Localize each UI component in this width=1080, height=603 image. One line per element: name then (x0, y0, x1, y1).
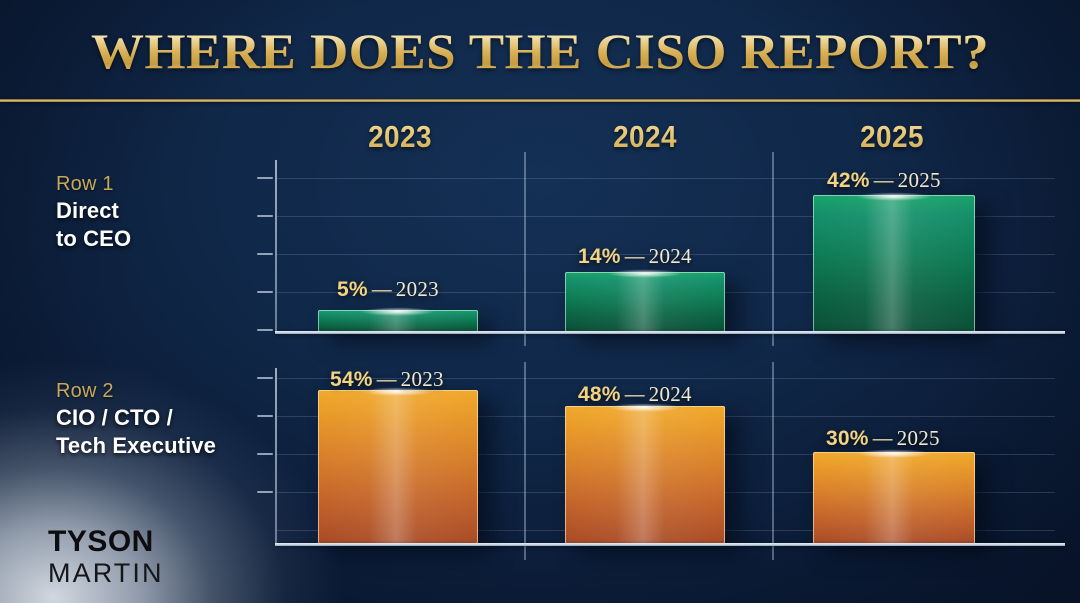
bar-rim (565, 272, 725, 332)
callout-dash: — (872, 428, 893, 450)
callout-dash: — (376, 369, 397, 391)
callout-row2-2023: 54% —2023 (330, 367, 444, 391)
y-axis-line-row2 (275, 368, 277, 544)
bar-row2-2024[interactable] (565, 406, 725, 544)
callout-year: 2025 (896, 426, 940, 450)
gridline (277, 254, 1055, 255)
row1-line2: to CEO (56, 226, 132, 252)
bar-sheen (565, 406, 725, 544)
y-axis-tick (257, 453, 273, 455)
callout-row1-2025: 42% —2025 (827, 168, 941, 192)
y-axis-tick (257, 177, 273, 179)
brand-logo: TYSON MARTIN (48, 525, 164, 588)
bar-sheen (813, 195, 975, 332)
callout-row1-2024: 14% —2024 (578, 244, 692, 268)
column-separator (772, 152, 774, 346)
callout-dash: — (624, 246, 645, 268)
callout-value: 14% (578, 245, 621, 268)
bar-row1-2025[interactable] (813, 195, 975, 332)
callout-value: 48% (578, 383, 621, 406)
bar-row2-2023[interactable] (318, 390, 478, 544)
bar-rim (565, 406, 725, 544)
row2-kicker: Row 2 (56, 380, 114, 402)
callout-row1-2023: 5% —2023 (337, 277, 439, 301)
gridline (277, 378, 1055, 379)
column-header-2024: 2024 (591, 119, 699, 155)
bar-rim (318, 390, 478, 544)
bar-rim (813, 452, 975, 544)
bar-row2-2025[interactable] (813, 452, 975, 544)
callout-year: 2024 (648, 382, 692, 406)
callout-year: 2023 (395, 277, 439, 301)
row1-line1: Direct (56, 198, 119, 223)
row2-line2: Tech Executive (56, 433, 216, 459)
y-axis-tick (257, 253, 273, 255)
column-separator (524, 362, 526, 560)
y-axis-tick (257, 491, 273, 493)
y-axis-tick (257, 377, 273, 379)
callout-row2-2024: 48% —2024 (578, 382, 692, 406)
bar-rim (318, 310, 478, 332)
logo-text-tyson: TYSON (48, 525, 154, 558)
row1-kicker: Row 1 (56, 173, 114, 195)
callout-row2-2025: 30% —2025 (826, 426, 940, 450)
title-band: WHERE DOES THE CISO REPORT? (0, 0, 1080, 101)
y-axis-tick (257, 415, 273, 417)
callout-value: 5% (337, 278, 368, 301)
column-separator (524, 152, 526, 346)
bar-sheen (318, 310, 478, 332)
gold-divider-rule (0, 99, 1080, 102)
gridline (277, 216, 1055, 217)
y-axis-tick (257, 215, 273, 217)
baseline-row2 (275, 543, 1065, 546)
bar-sheen (565, 272, 725, 332)
callout-dash: — (624, 384, 645, 406)
callout-value: 30% (826, 427, 869, 450)
bar-sheen (813, 452, 975, 544)
y-axis-tick (257, 329, 273, 331)
baseline-row1 (275, 331, 1065, 334)
row-label-cio-cto-tech-exec: Row 2 CIO / CTO / Tech Executive (56, 379, 216, 460)
bar-row1-2024[interactable] (565, 272, 725, 332)
gridline (277, 178, 1055, 179)
callout-year: 2025 (897, 168, 941, 192)
row2-line1: CIO / CTO / (56, 405, 173, 430)
row-label-direct-to-ceo: Row 1 Direct to CEO (56, 172, 131, 253)
column-header-2023: 2023 (346, 119, 454, 155)
y-axis-tick (257, 291, 273, 293)
bar-sheen (318, 390, 478, 544)
bar-row1-2023[interactable] (318, 310, 478, 332)
column-header-2025: 2025 (838, 119, 946, 155)
bar-rim (813, 195, 975, 332)
page-title: WHERE DOES THE CISO REPORT? (0, 22, 1080, 80)
callout-year: 2023 (400, 367, 444, 391)
column-separator (772, 362, 774, 560)
callout-dash: — (873, 170, 894, 192)
callout-value: 54% (330, 368, 373, 391)
y-axis-line-row1 (275, 160, 277, 332)
callout-year: 2024 (648, 244, 692, 268)
callout-dash: — (371, 279, 392, 301)
logo-text-martin: MARTIN (48, 557, 164, 588)
callout-value: 42% (827, 169, 870, 192)
